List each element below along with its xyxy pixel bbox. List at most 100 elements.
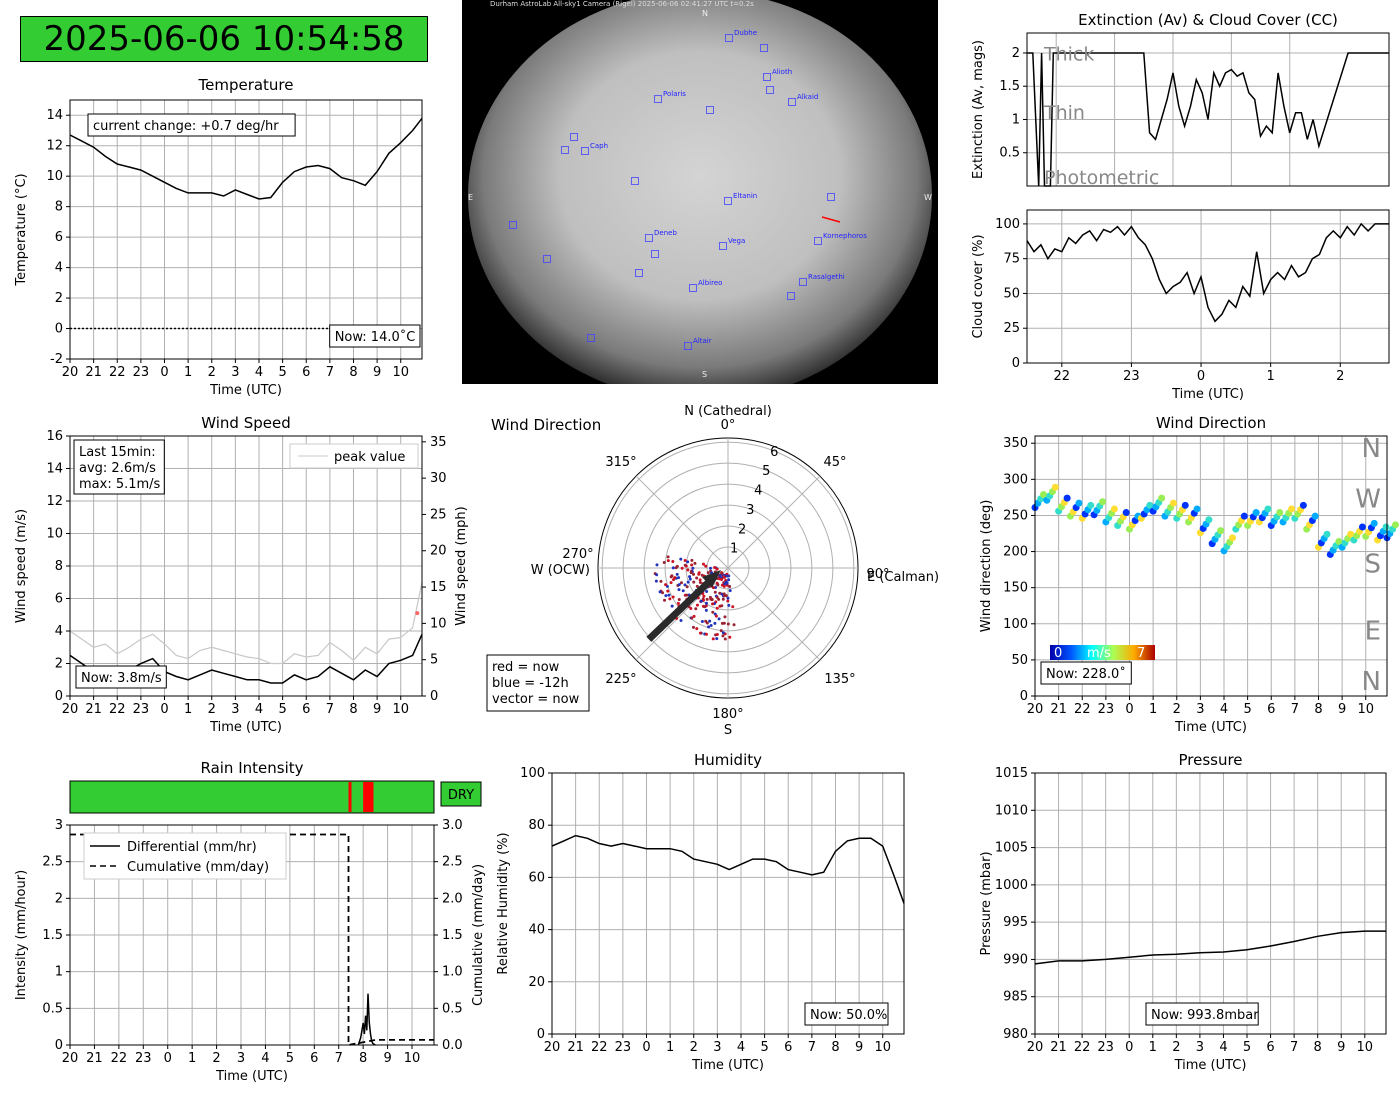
wind-sample-point <box>721 631 725 635</box>
wind-speed-now-label-box <box>75 665 167 689</box>
plot-frame <box>1026 209 1390 364</box>
star-marker-box <box>719 242 727 250</box>
x-tick-label: 4 <box>255 365 263 380</box>
x-tick-label: 22 <box>1074 702 1091 717</box>
y-tick-label: 0 <box>55 322 63 337</box>
wind-sample-point <box>723 637 727 641</box>
wind-sample-point <box>695 627 699 631</box>
wind-sample-point <box>721 634 725 638</box>
y-axis-label: Temperature (°C) <box>14 173 29 286</box>
x-tick-label: 3 <box>713 1040 721 1055</box>
y-right-tick-label: 0.5 <box>442 1001 463 1016</box>
x-tick-label: 20 <box>544 1040 561 1055</box>
x-tick-label: 2 <box>212 1051 220 1066</box>
x-tick-label: 1 <box>1267 369 1275 384</box>
x-tick-label: 20 <box>1027 702 1044 717</box>
wind-sample-point <box>692 614 696 618</box>
y-tick-label: 8 <box>55 559 63 574</box>
extinction-level-label: Thin <box>1043 102 1085 124</box>
wind-direction-point <box>1040 491 1048 498</box>
y-axis-label: Wind direction (deg) <box>979 500 994 633</box>
y-tick-label: 0 <box>55 689 63 704</box>
wind-sample-point <box>690 616 694 620</box>
wind-sample-point <box>679 618 683 622</box>
y-tick-label: 12 <box>46 139 63 154</box>
x-tick-label: 5 <box>760 1040 768 1055</box>
y-tick-label: 300 <box>1003 472 1028 487</box>
wind-sample-point <box>671 595 675 599</box>
x-tick-label: 6 <box>310 1051 318 1066</box>
x-tick-label: 4 <box>255 702 263 717</box>
wind-sample-point <box>704 608 708 612</box>
y-tick-label: 1 <box>55 965 63 980</box>
wind-sample-point <box>711 637 715 641</box>
y-tick-label: 0 <box>1012 356 1020 371</box>
wind-direction-point <box>1122 509 1130 517</box>
wind-speed-now-label: Now: 3.8m/s <box>81 671 162 686</box>
star-label: Dubhe <box>734 29 757 37</box>
wind-sample-point <box>726 622 730 626</box>
wind-direction-point <box>1169 499 1177 507</box>
rain-band <box>363 782 367 812</box>
star-marker-box <box>788 98 796 106</box>
wind-sample-point <box>669 581 673 585</box>
x-tick-label: 22 <box>1054 369 1071 384</box>
x-tick-label: 10 <box>392 365 409 380</box>
y-right-tick-label: 35 <box>430 435 447 450</box>
wind-sample-point <box>702 594 706 598</box>
star-label: Vega <box>728 237 745 245</box>
wind-sample-point <box>664 594 668 598</box>
x-tick-label: 21 <box>1050 702 1067 717</box>
wind-stats-label: avg: 2.6m/s <box>79 461 156 476</box>
star-marker-box <box>827 193 835 201</box>
x-tick-label: 7 <box>808 1040 816 1055</box>
rain-band <box>368 782 372 812</box>
wind-direction-now-label: Now: 228.0˚ <box>1046 666 1126 682</box>
wind-direction-point <box>1205 516 1213 524</box>
x-tick-label: 2 <box>1172 1040 1180 1055</box>
y-tick-label: 8 <box>55 200 63 215</box>
x-tick-label: 0 <box>164 1051 172 1066</box>
wind-sample-point <box>683 583 687 587</box>
x-axis-label: Time (UTC) <box>691 1058 764 1073</box>
x-tick-label: 7 <box>1291 702 1299 717</box>
y-tick-label: 6 <box>55 230 63 245</box>
y-tick-label: 995 <box>1003 915 1028 930</box>
wind-sample-point <box>692 580 696 584</box>
x-tick-label: 20 <box>1027 1040 1044 1055</box>
y-tick-label: 0 <box>1020 689 1028 704</box>
wind-sample-point <box>726 596 730 600</box>
wind-sample-point <box>664 583 668 587</box>
x-tick-label: 1 <box>184 365 192 380</box>
wind-sample-point <box>686 560 690 564</box>
x-axis-label: Time (UTC) <box>1174 720 1247 735</box>
wind-sample-point <box>715 595 719 599</box>
plot-frame <box>551 772 905 1035</box>
extinction-series-line <box>1027 52 1389 187</box>
wind-sample-point <box>698 580 702 584</box>
wind-vector-head <box>702 570 721 588</box>
y-right-tick-label: 25 <box>430 507 447 522</box>
wind-sample-point <box>725 574 729 578</box>
polar-angle-label: 45° <box>823 455 846 470</box>
y-tick-label: 990 <box>1003 952 1028 967</box>
wind-sample-point <box>728 635 732 639</box>
humidity-series-line <box>551 834 905 904</box>
polar-legend-line: vector = now <box>492 692 580 707</box>
wind-sample-point <box>686 568 690 572</box>
x-axis-label: Time (UTC) <box>1171 387 1244 402</box>
x-tick-label: 3 <box>231 365 239 380</box>
y-tick-label: 1005 <box>995 841 1028 856</box>
wind-sample-point <box>711 586 715 590</box>
wind-stats-label: max: 5.1m/s <box>79 477 161 492</box>
temperature-now-label-box <box>329 324 421 348</box>
x-tick-label: 5 <box>278 365 286 380</box>
x-tick-label: 7 <box>326 365 334 380</box>
x-tick-label: 5 <box>1243 702 1251 717</box>
y-right-tick-label: 0 <box>430 689 438 704</box>
y-tick-label: 1015 <box>995 766 1028 781</box>
y-right-tick-label: 15 <box>430 580 447 595</box>
wind-sample-point <box>715 632 719 636</box>
polar-radial-label: 5 <box>762 464 770 479</box>
wind-sample-point <box>701 562 705 566</box>
